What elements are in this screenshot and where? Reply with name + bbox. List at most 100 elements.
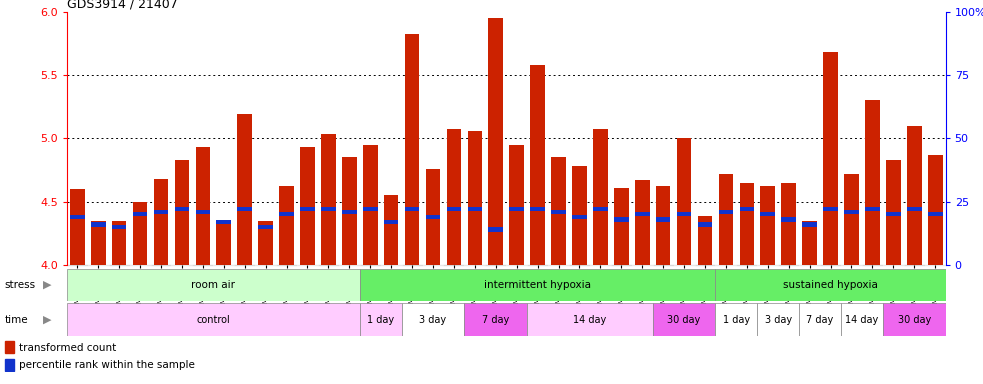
- Bar: [656, 217, 670, 222]
- Text: stress: stress: [5, 280, 36, 290]
- Bar: [112, 221, 127, 265]
- Bar: [237, 207, 252, 212]
- Bar: [153, 179, 168, 265]
- Text: 30 day: 30 day: [897, 314, 931, 325]
- Bar: [593, 129, 607, 265]
- Bar: [133, 202, 147, 265]
- Bar: [196, 147, 210, 265]
- Bar: [698, 222, 713, 227]
- Bar: [593, 207, 607, 212]
- Bar: [781, 217, 796, 222]
- Bar: [823, 207, 838, 212]
- Bar: [761, 212, 776, 217]
- Bar: [321, 134, 336, 265]
- Bar: [844, 210, 859, 214]
- Bar: [653, 303, 716, 336]
- Bar: [153, 210, 168, 214]
- Bar: [446, 129, 461, 265]
- Bar: [698, 215, 713, 265]
- Text: 1 day: 1 day: [723, 314, 750, 325]
- Text: 14 day: 14 day: [845, 314, 879, 325]
- Text: 14 day: 14 day: [573, 314, 607, 325]
- Bar: [90, 221, 105, 265]
- Bar: [90, 222, 105, 227]
- Bar: [70, 189, 85, 265]
- Bar: [67, 269, 360, 301]
- Text: transformed count: transformed count: [19, 343, 116, 353]
- Bar: [175, 207, 190, 212]
- Bar: [175, 160, 190, 265]
- Bar: [216, 221, 231, 265]
- Bar: [716, 269, 946, 301]
- Bar: [464, 303, 527, 336]
- Bar: [907, 126, 922, 265]
- Bar: [841, 303, 883, 336]
- Bar: [635, 212, 650, 217]
- Bar: [551, 210, 566, 214]
- Bar: [237, 114, 252, 265]
- Bar: [928, 155, 943, 265]
- Bar: [112, 225, 127, 229]
- Bar: [883, 303, 946, 336]
- Text: time: time: [5, 314, 29, 325]
- Text: 7 day: 7 day: [482, 314, 509, 325]
- Bar: [70, 215, 85, 219]
- Bar: [802, 222, 817, 227]
- Bar: [676, 138, 691, 265]
- Bar: [757, 303, 799, 336]
- Bar: [279, 212, 294, 217]
- Bar: [383, 220, 398, 224]
- Bar: [614, 217, 629, 222]
- Text: GDS3914 / 21407: GDS3914 / 21407: [67, 0, 178, 10]
- Bar: [216, 220, 231, 224]
- Bar: [426, 169, 440, 265]
- Bar: [259, 225, 273, 229]
- Bar: [509, 144, 524, 265]
- Bar: [572, 166, 587, 265]
- Bar: [468, 207, 483, 212]
- Bar: [761, 186, 776, 265]
- Bar: [719, 174, 733, 265]
- Bar: [802, 221, 817, 265]
- Text: room air: room air: [192, 280, 235, 290]
- Bar: [363, 144, 377, 265]
- Bar: [551, 157, 566, 265]
- Bar: [739, 182, 754, 265]
- Bar: [342, 210, 357, 214]
- Text: control: control: [197, 314, 230, 325]
- Bar: [402, 303, 464, 336]
- Text: 3 day: 3 day: [420, 314, 446, 325]
- Bar: [886, 160, 900, 265]
- Bar: [196, 210, 210, 214]
- Bar: [572, 215, 587, 219]
- Bar: [300, 147, 315, 265]
- Text: percentile rank within the sample: percentile rank within the sample: [19, 360, 195, 370]
- Bar: [509, 207, 524, 212]
- Bar: [928, 212, 943, 217]
- Text: 7 day: 7 day: [806, 314, 834, 325]
- Bar: [844, 174, 859, 265]
- Bar: [865, 100, 880, 265]
- Bar: [426, 215, 440, 219]
- Bar: [886, 212, 900, 217]
- Bar: [133, 212, 147, 217]
- Bar: [530, 207, 545, 212]
- Bar: [342, 157, 357, 265]
- Bar: [446, 207, 461, 212]
- Bar: [614, 188, 629, 265]
- Text: 3 day: 3 day: [765, 314, 792, 325]
- Bar: [360, 269, 716, 301]
- Bar: [259, 221, 273, 265]
- Bar: [405, 207, 420, 212]
- Bar: [468, 131, 483, 265]
- Bar: [676, 212, 691, 217]
- Bar: [405, 34, 420, 265]
- Bar: [279, 186, 294, 265]
- Bar: [489, 227, 503, 232]
- Text: intermittent hypoxia: intermittent hypoxia: [485, 280, 591, 290]
- Text: ▶: ▶: [43, 314, 51, 325]
- Bar: [530, 65, 545, 265]
- Bar: [363, 207, 377, 212]
- Bar: [799, 303, 841, 336]
- Bar: [865, 207, 880, 212]
